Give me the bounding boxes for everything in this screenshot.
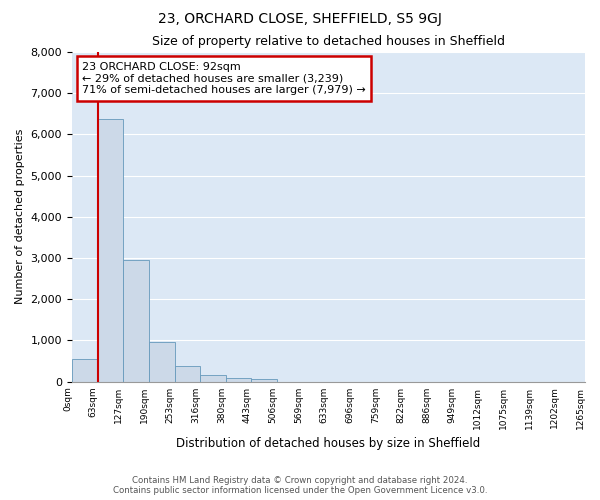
Bar [226, 378, 251, 382]
Bar [251, 379, 277, 382]
Bar [72, 358, 98, 382]
Text: 23, ORCHARD CLOSE, SHEFFIELD, S5 9GJ: 23, ORCHARD CLOSE, SHEFFIELD, S5 9GJ [158, 12, 442, 26]
Bar [149, 342, 175, 382]
Bar [123, 260, 149, 382]
Title: Size of property relative to detached houses in Sheffield: Size of property relative to detached ho… [152, 35, 505, 48]
Bar [98, 118, 123, 382]
Text: 23 ORCHARD CLOSE: 92sqm
← 29% of detached houses are smaller (3,239)
71% of semi: 23 ORCHARD CLOSE: 92sqm ← 29% of detache… [82, 62, 366, 95]
Bar [175, 366, 200, 382]
Y-axis label: Number of detached properties: Number of detached properties [15, 129, 25, 304]
Bar [200, 375, 226, 382]
Text: Contains HM Land Registry data © Crown copyright and database right 2024.
Contai: Contains HM Land Registry data © Crown c… [113, 476, 487, 495]
X-axis label: Distribution of detached houses by size in Sheffield: Distribution of detached houses by size … [176, 437, 481, 450]
